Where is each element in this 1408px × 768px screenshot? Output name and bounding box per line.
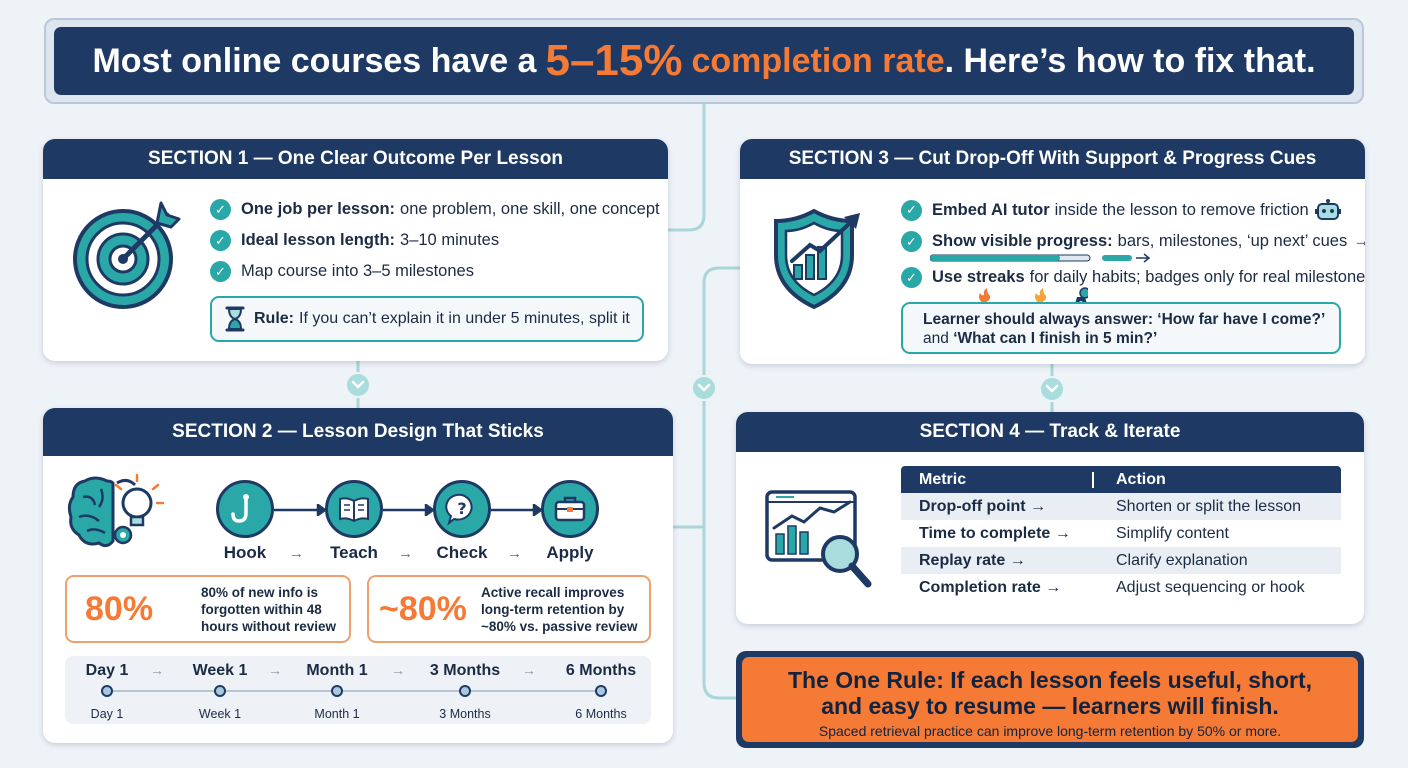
section-1-item: ✓ One job per lesson: one problem, one sk… (210, 199, 660, 220)
section-4-card: SECTION 4 — Track & Iterate Metric Actio… (736, 412, 1364, 624)
rule-callout: Rule: If you can’t explain it in under 5… (210, 296, 644, 342)
chevron-down-icon (691, 375, 717, 401)
header-divider (1092, 471, 1094, 488)
table-row: Time to complete → Simplify content (901, 520, 1341, 547)
section-3-card: SECTION 3 — Cut Drop-Off With Support & … (740, 139, 1365, 364)
flow-arrow: → (398, 545, 413, 562)
headline-highlight: completion rate (691, 41, 945, 80)
stat-active-recall: ~80% Active recall improves long-term re… (367, 575, 651, 643)
spaced-review-timeline: Day 1 Week 1 Month 1 3 Months 6 Months →… (65, 656, 651, 724)
timeline-sublabel: Month 1 (314, 707, 360, 721)
headline: Most online courses have a 5–15% complet… (54, 27, 1354, 95)
header-banner: Most online courses have a 5–15% complet… (44, 18, 1364, 104)
flow-step-apply: Apply (546, 543, 594, 562)
timeline-sublabel: 6 Months (575, 707, 627, 721)
flow-arrows (274, 504, 544, 516)
one-rule-banner: The One Rule: If each lesson feels usefu… (736, 651, 1364, 748)
flow-step-teach: Teach (330, 543, 378, 562)
callout-line-1: Learner should always answer: ‘How far h… (923, 311, 1326, 328)
timeline-dot (214, 685, 226, 697)
section-4-title: SECTION 4 — Track & Iterate (736, 412, 1364, 452)
timeline-dot (331, 685, 343, 697)
stat-description: Active recall improves long-term retenti… (481, 584, 638, 634)
check-icon: ✓ (901, 199, 922, 221)
flow-arrow: → (507, 545, 522, 562)
target-icon (73, 201, 181, 309)
callout-line-2: ‘What can I finish in 5 min?’ (953, 330, 1158, 347)
shield-growth-icon (774, 208, 860, 310)
progress-bar (930, 253, 1151, 263)
column-header-metric: Metric (919, 470, 967, 488)
flow-step-hook: Hook (223, 543, 267, 562)
check-icon: ✓ (210, 199, 231, 220)
timeline-dot (101, 685, 113, 697)
section-1-card: SECTION 1 — One Clear Outcome Per Lesson… (43, 139, 668, 361)
flow-step-check: Check (436, 543, 488, 562)
table-row: Replay rate → Clarify explanation (901, 547, 1341, 574)
timeline-sublabel: Week 1 (198, 707, 242, 721)
rule-text: If you can’t explain it in under 5 minut… (299, 310, 630, 327)
timeline-dot (459, 685, 471, 697)
stat-value: 80% (85, 589, 154, 628)
robot-icon (1314, 199, 1341, 220)
table-row: Completion rate → Adjust sequencing or h… (901, 574, 1341, 601)
timeline-dot (595, 685, 607, 697)
table-header: Metric Action (901, 466, 1341, 493)
toolbox-icon (541, 480, 599, 538)
one-rule-content: The One Rule: If each lesson feels usefu… (742, 657, 1358, 742)
section-1-item: ✓ Map course into 3–5 milestones (210, 261, 474, 282)
hourglass-icon (225, 306, 245, 332)
brain-lightbulb-icon (67, 473, 165, 548)
column-header-action: Action (1116, 470, 1166, 488)
timeline-label: 6 Months (565, 662, 637, 679)
section-3-item: ✓ Use streaks for daily habits; badges on… (901, 267, 1365, 288)
timeline-sublabel: Day 1 (90, 707, 124, 721)
svg-text:?: ? (457, 499, 466, 518)
book-icon (325, 480, 383, 538)
check-icon: ✓ (210, 261, 231, 282)
up-next-icon: → (1353, 232, 1365, 251)
table-row: Drop-off point → Shorten or split the le… (901, 493, 1341, 520)
section-2-card: SECTION 2 — Lesson Design That Sticks ? … (43, 408, 673, 743)
stat-value: ~80% (379, 589, 467, 628)
timeline-arrow: → (391, 662, 405, 678)
chevron-down-icon (345, 372, 371, 398)
timeline-label: Month 1 (306, 662, 368, 679)
one-rule-line-2: and easy to resume — learners will finis… (821, 693, 1279, 719)
flow-arrow: → (289, 545, 304, 562)
metric-action-table: Metric Action Drop-off point → Shorten o… (901, 466, 1341, 601)
callout-and: and (923, 330, 949, 347)
headline-percentage: 5–15% (545, 36, 683, 85)
headline-suffix: . Here’s how to fix that. (944, 41, 1316, 80)
timeline-arrow: → (268, 662, 282, 678)
timeline-label: Day 1 (85, 662, 129, 679)
hook-icon (216, 480, 274, 538)
check-icon: ✓ (901, 231, 922, 252)
check-icon: ✓ (210, 230, 231, 251)
one-rule-line-1: The One Rule: If each lesson feels usefu… (787, 667, 1312, 693)
question-icon: ? (433, 480, 491, 538)
one-rule-footnote: Spaced retrieval practice can improve lo… (818, 723, 1282, 739)
timeline-arrow: → (150, 662, 164, 678)
headline-prefix: Most online courses have a (92, 41, 537, 80)
timeline-line (107, 690, 601, 692)
section-3-title: SECTION 3 — Cut Drop-Off With Support & … (740, 139, 1365, 179)
section-1-item: ✓ Ideal lesson length: 3–10 minutes (210, 230, 499, 251)
rule-label: Rule: (254, 310, 294, 327)
stat-description: 80% of new info is forgotten within 48 h… (201, 584, 337, 634)
timeline-arrow: → (522, 662, 536, 678)
timeline-label: Week 1 (192, 662, 248, 679)
analytics-magnifier-icon (765, 490, 872, 588)
timeline-sublabel: 3 Months (439, 707, 491, 721)
learner-question-callout: Learner should always answer: ‘How far h… (901, 302, 1341, 354)
section-3-item: ✓ Embed AI tutor inside the lesson to rem… (901, 199, 1341, 221)
section-2-title: SECTION 2 — Lesson Design That Sticks (43, 408, 673, 456)
section-3-item: ✓ Show visible progress: bars, milestones… (901, 231, 1365, 252)
timeline-label: 3 Months (429, 662, 501, 679)
check-icon: ✓ (901, 267, 922, 288)
section-1-title: SECTION 1 — One Clear Outcome Per Lesson (43, 139, 668, 179)
stat-forgetting: 80% 80% of new info is forgotten within … (65, 575, 351, 643)
chevron-down-icon (1039, 376, 1065, 402)
